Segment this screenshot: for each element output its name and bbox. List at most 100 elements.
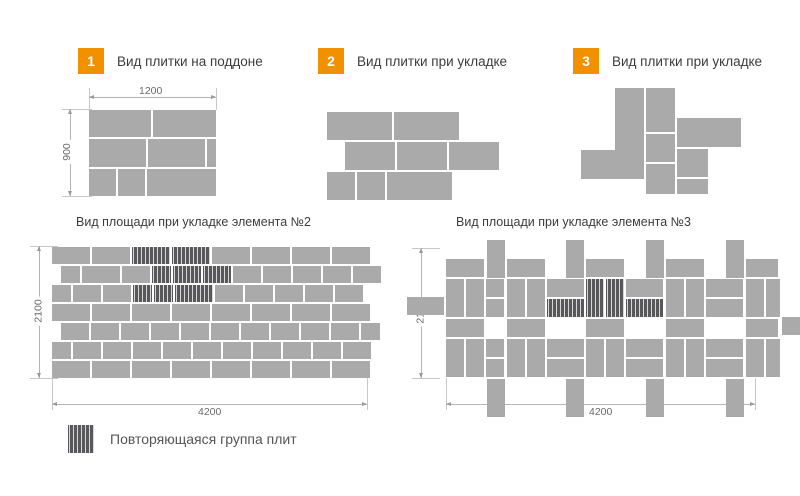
tile	[507, 339, 525, 377]
header-block-1: 1 Вид плитки на поддоне	[78, 48, 263, 74]
tile	[357, 172, 385, 200]
tile	[626, 339, 663, 357]
tile	[345, 142, 395, 170]
dimension-arrow	[36, 246, 41, 251]
tile	[313, 342, 341, 359]
tile	[215, 285, 243, 302]
tile	[121, 323, 149, 340]
dimension-arrow	[211, 94, 216, 99]
dimension-arrow	[418, 373, 423, 378]
ext-line	[446, 378, 447, 410]
tile	[626, 279, 663, 297]
tile	[666, 339, 684, 377]
tile	[151, 323, 179, 340]
tile	[332, 361, 370, 378]
tile	[52, 304, 90, 321]
tile	[626, 359, 663, 377]
tile	[666, 279, 684, 317]
ext-line	[412, 248, 440, 249]
tile	[92, 361, 130, 378]
tile-repeat-group	[175, 285, 213, 302]
tile	[305, 285, 333, 302]
tile	[746, 259, 778, 277]
tile	[394, 112, 459, 140]
tile	[335, 285, 363, 302]
tile	[606, 339, 624, 377]
tile-repeat-group	[172, 247, 210, 264]
tile	[132, 361, 170, 378]
dimension-arrow	[36, 373, 41, 378]
tile	[133, 342, 161, 359]
tile	[486, 279, 504, 297]
ext-line	[412, 378, 440, 379]
ext-line	[52, 378, 53, 410]
tile	[547, 359, 584, 377]
dimension-arrow	[418, 248, 423, 253]
tile-repeat-group	[152, 266, 171, 283]
tile	[666, 319, 704, 337]
ext-line	[755, 378, 756, 410]
tile	[252, 361, 290, 378]
tile	[466, 279, 484, 317]
tile	[407, 297, 444, 315]
dimension-arrow	[67, 109, 72, 114]
tile	[52, 361, 90, 378]
tile	[148, 139, 205, 167]
header-block-2: 2 Вид плитки при укладке	[318, 48, 507, 74]
tile	[331, 323, 359, 340]
tile	[253, 342, 281, 359]
tile	[292, 304, 330, 321]
dimension-label-4200: 4200	[586, 406, 616, 418]
ext-line	[367, 378, 368, 410]
dimension-line-width	[52, 404, 367, 405]
tile	[73, 285, 101, 302]
tile	[677, 179, 708, 194]
tile	[275, 285, 303, 302]
header-block-3: 3 Вид плитки при укладке	[573, 48, 762, 74]
tile	[92, 304, 130, 321]
tile	[646, 379, 664, 417]
tile	[293, 266, 321, 283]
tile	[586, 319, 624, 337]
tile	[361, 323, 380, 340]
tile	[387, 172, 452, 200]
tile	[706, 279, 743, 297]
tile	[615, 88, 644, 150]
tile	[646, 134, 675, 162]
dimension-arrow	[362, 401, 367, 406]
tile	[52, 342, 71, 359]
ext-line	[89, 88, 90, 110]
tile	[223, 342, 251, 359]
tile	[746, 339, 764, 377]
tile	[507, 259, 545, 277]
tile	[103, 342, 131, 359]
tile	[91, 323, 119, 340]
tile	[782, 317, 800, 335]
tile	[172, 361, 210, 378]
tile	[292, 361, 330, 378]
tile-repeat-group	[606, 279, 624, 317]
header-label-2: Вид плитки при укладке	[357, 53, 508, 69]
tile-repeat-group	[626, 299, 663, 317]
tile	[89, 139, 146, 167]
tile	[61, 323, 89, 340]
tile	[132, 304, 170, 321]
tile	[527, 339, 545, 377]
tile	[547, 279, 584, 297]
tile-repeat-group	[586, 279, 604, 317]
tile	[252, 247, 290, 264]
tile	[353, 266, 381, 283]
dimension-label-1200: 1200	[136, 85, 166, 97]
tile	[706, 299, 743, 317]
tile	[181, 323, 209, 340]
tile	[446, 279, 464, 317]
tile	[163, 342, 191, 359]
tile	[466, 339, 484, 377]
legend: Повторяющаяся группа плит	[68, 425, 297, 453]
tile	[446, 259, 484, 277]
tile	[677, 118, 741, 147]
tile	[241, 323, 269, 340]
badge-number-2: 2	[318, 48, 344, 74]
tile	[89, 169, 116, 196]
tile	[586, 259, 624, 277]
